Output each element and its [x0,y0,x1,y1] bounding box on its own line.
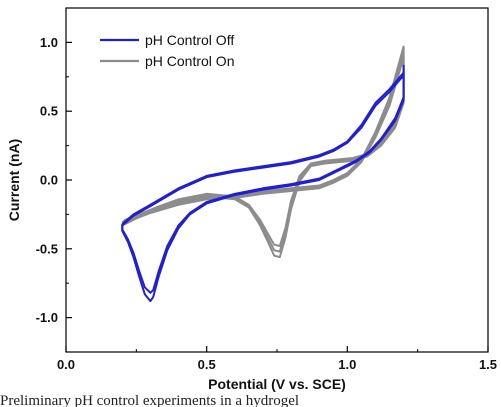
x-tick-label: 1.5 [479,357,497,372]
y-tick-label: 1.0 [40,35,58,50]
series-line-ph-control-on-cycle-2 [121,51,405,253]
y-tick-label: 0.0 [40,173,58,188]
figure-caption: Preliminary pH control experiments in a … [0,393,300,407]
y-axis-title: Current (nA) [6,139,22,221]
tick-layer: 0.0 0.5 1.0 1.5 -1.0 -0.5 0.0 0.5 1.0 [36,35,497,372]
x-tick-label: 0.0 [57,357,75,372]
legend-label-ph-control-on: pH Control On [145,53,234,69]
series-line-ph-control-on-cycle-1 [121,45,405,247]
y-tick-label: -0.5 [36,241,58,256]
x-tick-label: 1.0 [338,357,356,372]
legend: pH Control Off pH Control On [100,32,234,69]
x-tick-label: 0.5 [198,357,216,372]
x-axis-title: Potential (V vs. SCE) [208,376,346,392]
curve-layer [121,45,405,303]
series-line-ph-control-off-cycle-2 [121,68,405,303]
y-tick-label: -1.0 [36,310,58,325]
y-tick-label: 0.5 [40,104,58,119]
legend-label-ph-control-off: pH Control Off [145,32,234,48]
plot-frame [65,7,489,353]
